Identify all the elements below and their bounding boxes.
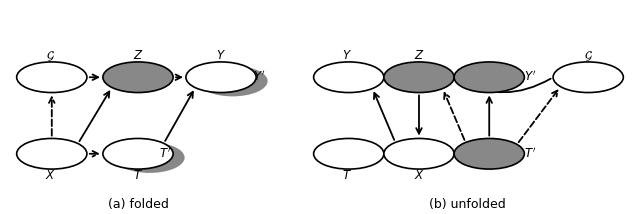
Ellipse shape bbox=[384, 62, 454, 92]
Ellipse shape bbox=[553, 62, 623, 92]
Text: (a) folded: (a) folded bbox=[108, 198, 168, 211]
Ellipse shape bbox=[186, 62, 256, 92]
Ellipse shape bbox=[17, 138, 87, 169]
Text: $Z$: $Z$ bbox=[132, 49, 143, 62]
Ellipse shape bbox=[103, 62, 173, 92]
Ellipse shape bbox=[115, 142, 184, 173]
Ellipse shape bbox=[197, 66, 268, 96]
Text: $Y'$: $Y'$ bbox=[253, 70, 265, 85]
Text: $T$: $T$ bbox=[133, 169, 143, 181]
Text: $T'$: $T'$ bbox=[524, 147, 536, 161]
Text: (b) unfolded: (b) unfolded bbox=[429, 198, 505, 211]
Ellipse shape bbox=[314, 138, 384, 169]
Text: $Y$: $Y$ bbox=[342, 49, 353, 62]
Ellipse shape bbox=[384, 138, 454, 169]
Ellipse shape bbox=[103, 138, 173, 169]
Ellipse shape bbox=[454, 62, 524, 92]
Ellipse shape bbox=[314, 62, 384, 92]
Text: $X$: $X$ bbox=[45, 169, 56, 181]
Text: $\mathcal{G}$: $\mathcal{G}$ bbox=[584, 49, 593, 63]
Text: $Z$: $Z$ bbox=[413, 49, 424, 62]
Text: $Y$: $Y$ bbox=[216, 49, 226, 62]
Ellipse shape bbox=[454, 138, 524, 169]
Text: $X$: $X$ bbox=[413, 169, 424, 181]
Text: $\mathcal{G}$: $\mathcal{G}$ bbox=[46, 49, 55, 63]
Text: $Y'$: $Y'$ bbox=[524, 70, 536, 85]
Text: $T$: $T$ bbox=[342, 169, 353, 181]
Ellipse shape bbox=[17, 62, 87, 92]
Text: $T'$: $T'$ bbox=[159, 147, 172, 161]
